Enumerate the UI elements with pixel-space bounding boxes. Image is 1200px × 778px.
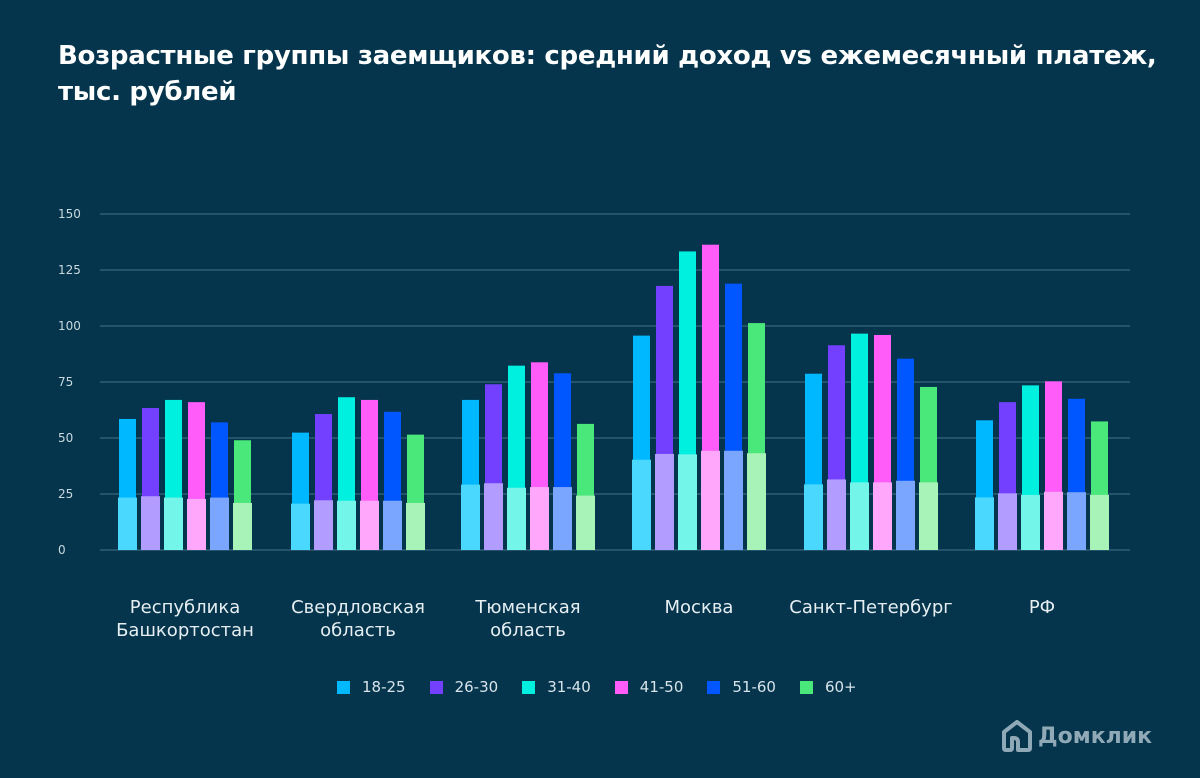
legend-item: 60+ (799, 678, 857, 696)
y-tick-label: 0 (58, 543, 66, 557)
payment-bar (164, 497, 183, 550)
payment-bar (484, 483, 503, 550)
category-label-line: Санкт-Петербург (789, 597, 953, 618)
category-label-line: Свердловская (291, 597, 425, 618)
chart-title: Возрастные группы заемщиков: средний дох… (58, 41, 1157, 107)
payment-bar (118, 497, 137, 550)
legend-label: 18-25 (362, 678, 406, 696)
logo: Домклик (1002, 720, 1152, 752)
category-label: Республика Башкортостан (100, 596, 270, 642)
payment-bar (530, 487, 549, 550)
payment-bar (210, 497, 229, 550)
legend-item: 31-40 (522, 678, 591, 696)
payment-bar (383, 500, 402, 550)
payment-bar (701, 450, 720, 550)
payment-bar (1090, 494, 1109, 550)
legend-label: 60+ (824, 678, 857, 696)
legend-swatch (614, 680, 628, 694)
legend-swatch (337, 680, 350, 694)
payment-bar (747, 453, 766, 550)
payment-bar (827, 479, 846, 550)
legend-label: 51-60 (732, 678, 776, 696)
legend-item: 51-60 (707, 678, 776, 696)
payment-bar (360, 500, 379, 550)
payment-bar (632, 459, 651, 550)
payment-bar (975, 497, 994, 550)
y-tick-label: 100 (58, 319, 81, 333)
category-label-line: область (490, 620, 566, 641)
payment-bar (998, 493, 1017, 550)
payment-bar (850, 482, 869, 550)
category-label: Санкт-Петербург (786, 596, 956, 619)
payment-bar (576, 495, 595, 550)
payment-bar (655, 453, 674, 550)
category-label: РФ (957, 596, 1127, 619)
payment-bar (314, 500, 333, 550)
legend-swatch (707, 680, 721, 694)
payment-bar (873, 482, 892, 550)
logo-text: Домклик (1038, 723, 1153, 749)
legend-item: 41-50 (614, 678, 684, 696)
payment-bar (896, 480, 915, 550)
legend-label: 41-50 (639, 678, 684, 696)
y-tick-label: 25 (58, 487, 73, 501)
legend-label: 31-40 (547, 678, 591, 696)
payment-bar (141, 496, 160, 550)
payment-bar (724, 450, 743, 550)
category-label-line: РФ (1028, 597, 1056, 618)
payment-bar (804, 484, 823, 550)
legend-item: 18-25 (337, 678, 406, 696)
payment-bar (919, 482, 938, 550)
payment-bar (406, 502, 425, 550)
legend-swatch (522, 680, 536, 694)
payment-bar (337, 500, 356, 550)
category-label-line: Москва (664, 597, 734, 618)
payment-bar (1044, 491, 1063, 550)
legend-label: 26-30 (454, 678, 499, 696)
payment-bar (678, 454, 697, 550)
y-tick-label: 50 (58, 431, 73, 445)
payment-bar (233, 502, 252, 550)
category-label: Москва (614, 596, 784, 619)
category-label: Свердловская область (273, 596, 443, 642)
legend-item: 26-30 (429, 678, 499, 696)
category-label-line: область (320, 620, 396, 641)
y-tick-label: 75 (58, 375, 73, 389)
payment-bar (187, 498, 206, 550)
legend-swatch (799, 680, 813, 694)
payment-bar (1067, 492, 1086, 550)
house-icon (1002, 720, 1032, 752)
y-tick-label: 150 (58, 207, 81, 221)
payment-bar (291, 503, 310, 550)
payment-bar (1021, 494, 1040, 550)
category-label-line: Тюменская (475, 597, 581, 618)
category-label-line: Башкортостан (116, 620, 254, 641)
category-label: Тюменская область (443, 596, 613, 642)
legend-swatch (429, 680, 443, 694)
payment-bar (461, 484, 480, 550)
payment-bar (553, 487, 572, 550)
legend: 18-25 26-30 31-40 41-50 51-60 60+ (337, 678, 881, 696)
payment-bar (507, 487, 526, 550)
category-label-line: Республика (129, 597, 241, 618)
y-tick-label: 125 (58, 263, 81, 277)
